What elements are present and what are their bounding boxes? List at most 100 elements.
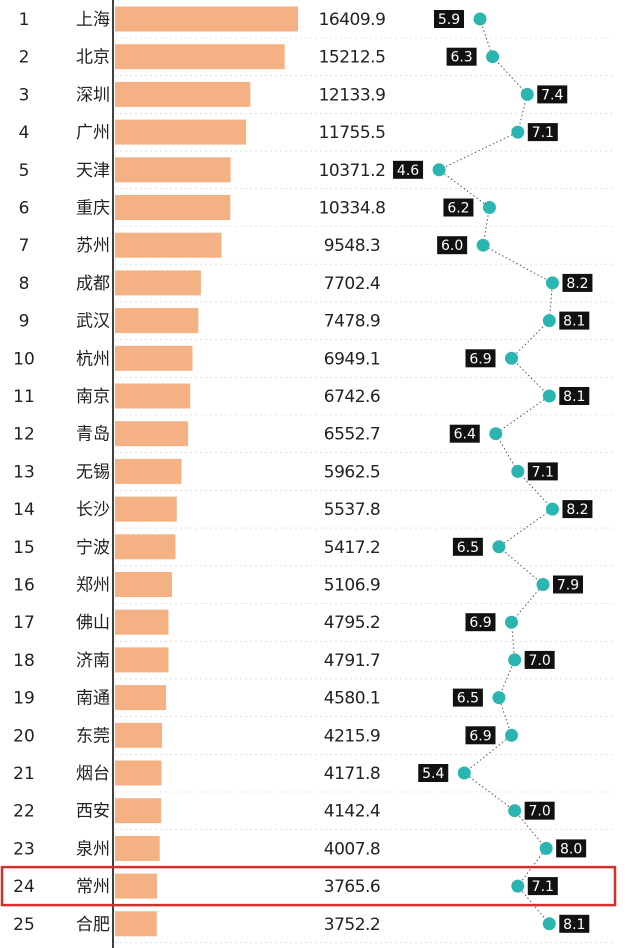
gdp-value-label: 5962.5 xyxy=(324,462,380,482)
growth-badge xyxy=(437,236,468,255)
gdp-value-label: 6742.6 xyxy=(324,387,380,407)
growth-dot xyxy=(542,314,556,328)
gdp-value-label: 4795.2 xyxy=(324,613,380,633)
city-label: 东莞 xyxy=(76,726,110,746)
highlight-box xyxy=(0,865,617,907)
city-label: 广州 xyxy=(76,123,110,143)
growth-badge xyxy=(559,914,590,933)
city-label: 西安 xyxy=(76,802,110,822)
growth-value-label: 6.9 xyxy=(469,615,491,631)
growth-value-label: 7.0 xyxy=(529,653,551,669)
growth-value-label: 5.9 xyxy=(438,12,460,28)
rank-label: 5 xyxy=(19,161,30,181)
gdp-bar xyxy=(115,421,189,447)
growth-badge xyxy=(527,877,558,896)
gdp-bar xyxy=(115,270,201,296)
growth-value-label: 6.9 xyxy=(469,351,491,367)
growth-dots-layer xyxy=(432,12,559,931)
rank-label: 25 xyxy=(13,915,35,935)
gdp-bar xyxy=(115,232,222,258)
gdp-bar xyxy=(115,835,160,861)
rows-layer: 1 上海 16409.9 2 北京 15212.5 3 深圳 12133.9 4 广州 11755.5… xyxy=(13,6,612,944)
gdp-value-label: 4580.1 xyxy=(324,689,380,709)
growth-dot xyxy=(511,464,525,478)
rank-label: 10 xyxy=(13,349,35,369)
growth-dot xyxy=(432,163,446,177)
rank-label: 6 xyxy=(19,199,30,219)
growth-value-label: 8.1 xyxy=(563,917,585,933)
city-label: 郑州 xyxy=(76,576,110,596)
gdp-bar xyxy=(115,760,162,786)
gdp-value-label: 9548.3 xyxy=(324,236,380,256)
growth-value-label: 6.5 xyxy=(457,691,479,707)
rank-label: 9 xyxy=(19,312,30,332)
growth-dot xyxy=(486,50,500,64)
growth-badge xyxy=(524,801,555,820)
growth-dot xyxy=(542,917,556,931)
growth-value-label: 6.2 xyxy=(447,201,469,217)
growth-badge xyxy=(452,688,483,707)
rank-label: 8 xyxy=(19,274,30,294)
growth-dot xyxy=(511,879,525,893)
growth-value-label: 8.2 xyxy=(566,502,588,518)
growth-value-label: 7.9 xyxy=(557,578,579,594)
growth-badge xyxy=(559,311,590,330)
growth-value-label: 6.5 xyxy=(457,540,479,556)
city-label: 杭州 xyxy=(76,349,110,369)
growth-value-label: 7.0 xyxy=(529,804,551,820)
growth-value-label: 8.1 xyxy=(563,314,585,330)
rank-label: 1 xyxy=(19,10,30,30)
gdp-bar xyxy=(115,383,191,409)
city-label: 成都 xyxy=(76,274,110,294)
growth-dot xyxy=(542,389,556,403)
gdp-bar xyxy=(115,157,231,183)
city-label: 天津 xyxy=(76,161,110,181)
city-label: 佛山 xyxy=(76,613,110,633)
city-label: 宁波 xyxy=(76,538,110,558)
rank-label: 11 xyxy=(13,387,35,407)
gdp-value-label: 6552.7 xyxy=(324,425,380,445)
growth-badges-layer: 5.9 6.3 7.4 7.1 4.6 6.2 6.0 8.2 8.1 6.9 8.1 6.4 7.1 8… xyxy=(393,10,593,933)
gdp-bar xyxy=(115,195,231,220)
city-label: 烟台 xyxy=(76,764,110,784)
city-label: 南通 xyxy=(76,689,110,709)
growth-value-label: 7.1 xyxy=(532,125,554,141)
growth-badge xyxy=(465,349,496,368)
gdp-value-label: 10334.8 xyxy=(319,199,386,219)
city-label: 无锡 xyxy=(76,462,110,482)
rank-label: 13 xyxy=(13,462,35,482)
gdp-value-label: 5417.2 xyxy=(324,538,380,558)
city-label: 重庆 xyxy=(76,199,110,219)
rank-label: 3 xyxy=(19,85,30,105)
growth-value-label: 8.2 xyxy=(566,276,588,292)
growth-dot xyxy=(511,125,525,139)
gdp-value-label: 10371.2 xyxy=(319,161,386,181)
growth-badge xyxy=(434,10,464,28)
rank-label: 2 xyxy=(19,48,30,68)
growth-value-label: 5.4 xyxy=(422,766,444,782)
city-label: 青岛 xyxy=(76,425,110,445)
growth-badge xyxy=(559,387,590,405)
city-label: 合肥 xyxy=(76,915,110,935)
growth-badge xyxy=(524,650,555,669)
city-label: 南京 xyxy=(76,387,110,407)
gdp-bar xyxy=(115,308,199,334)
city-label: 长沙 xyxy=(76,500,110,520)
rank-label: 15 xyxy=(13,538,35,558)
growth-badge xyxy=(465,613,496,632)
growth-dot xyxy=(545,276,559,290)
gdp-value-label: 6949.1 xyxy=(324,349,380,369)
rank-label: 4 xyxy=(19,123,30,143)
gdp-bar xyxy=(115,798,162,824)
growth-badge xyxy=(553,575,583,594)
gdp-value-label: 5537.8 xyxy=(324,500,380,520)
growth-dot xyxy=(545,502,559,516)
rank-label: 18 xyxy=(13,651,35,671)
growth-dot xyxy=(489,427,503,441)
growth-badge xyxy=(418,764,449,782)
gdp-bar xyxy=(115,345,193,371)
rank-label: 20 xyxy=(13,726,35,746)
gdp-value-label: 4791.7 xyxy=(324,651,380,671)
growth-dot xyxy=(536,578,550,591)
growth-value-label: 6.3 xyxy=(450,50,472,66)
